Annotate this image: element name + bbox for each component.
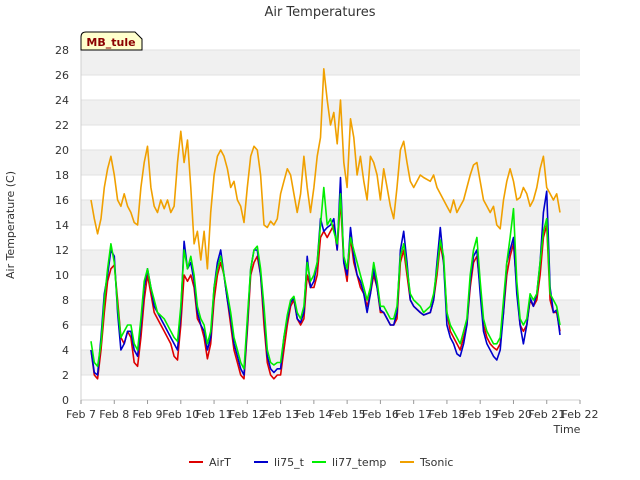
x-axis-label: Time xyxy=(553,423,581,436)
x-tick-label: Feb 9 xyxy=(133,408,163,421)
series-line-li75-t xyxy=(90,176,561,376)
y-tick-label: 28 xyxy=(55,44,69,57)
x-tick-label: Feb 21 xyxy=(528,408,565,421)
y-tick-label: 18 xyxy=(55,169,69,182)
series-line-li77-temp xyxy=(90,186,561,370)
x-tick-label: Feb 10 xyxy=(162,408,199,421)
grid-band xyxy=(81,375,580,400)
x-tick-label: Feb 15 xyxy=(329,408,366,421)
grid-band xyxy=(81,350,580,375)
grid-band xyxy=(81,250,580,275)
x-tick-label: Feb 18 xyxy=(428,408,465,421)
legend-label: AirT xyxy=(209,456,231,469)
y-tick-label: 20 xyxy=(55,144,69,157)
grid-band xyxy=(81,300,580,325)
y-tick-label: 16 xyxy=(55,194,69,207)
x-tick-label: Feb 17 xyxy=(395,408,432,421)
grid-band xyxy=(81,125,580,150)
legend-label: Tsonic xyxy=(419,456,453,469)
grid-band xyxy=(81,325,580,350)
y-tick-label: 2 xyxy=(62,369,69,382)
y-tick-label: 14 xyxy=(55,219,69,232)
y-tick-label: 22 xyxy=(55,119,69,132)
grid-band xyxy=(81,150,580,175)
y-tick-label: 8 xyxy=(62,294,69,307)
y-tick-label: 12 xyxy=(55,244,69,257)
site-badge: MB_tule xyxy=(80,31,143,51)
y-tick-label: 26 xyxy=(55,69,69,82)
x-tick-label: Feb 14 xyxy=(295,408,332,421)
x-tick-label: Feb 16 xyxy=(362,408,399,421)
series-line-airt xyxy=(90,199,561,380)
y-tick-label: 4 xyxy=(62,344,69,357)
x-tick-label: Feb 20 xyxy=(495,408,532,421)
badge-box xyxy=(80,31,143,51)
series-line-tsonic xyxy=(90,68,561,270)
grid-band xyxy=(81,75,580,100)
x-tick-label: Feb 13 xyxy=(262,408,299,421)
chart-title: Air Temperatures xyxy=(264,5,375,20)
legend-label: li77_temp xyxy=(332,456,386,469)
y-tick-label: 24 xyxy=(55,94,69,107)
x-tick-label: Feb 7 xyxy=(66,408,96,421)
legend-label: li75_t xyxy=(274,456,305,469)
badge-label: MB_tule xyxy=(86,36,135,49)
grid-band xyxy=(81,275,580,300)
x-tick-label: Feb 12 xyxy=(229,408,266,421)
grid-band xyxy=(81,50,580,75)
grid-band xyxy=(81,225,580,250)
x-tick-label: Feb 11 xyxy=(196,408,233,421)
y-axis-label: Air Temperature (C) xyxy=(4,171,17,279)
grid-band xyxy=(81,175,580,200)
y-tick-label: 6 xyxy=(62,319,69,332)
series-lines xyxy=(90,68,561,380)
x-tick-label: Feb 8 xyxy=(99,408,129,421)
y-tick-label: 10 xyxy=(55,269,69,282)
x-tick-label: Feb 19 xyxy=(462,408,499,421)
legend: AirT li75_t li77_temp Tsonic xyxy=(189,456,453,469)
y-tick-label: 0 xyxy=(62,394,69,407)
x-tick-label: Feb 22 xyxy=(562,408,599,421)
